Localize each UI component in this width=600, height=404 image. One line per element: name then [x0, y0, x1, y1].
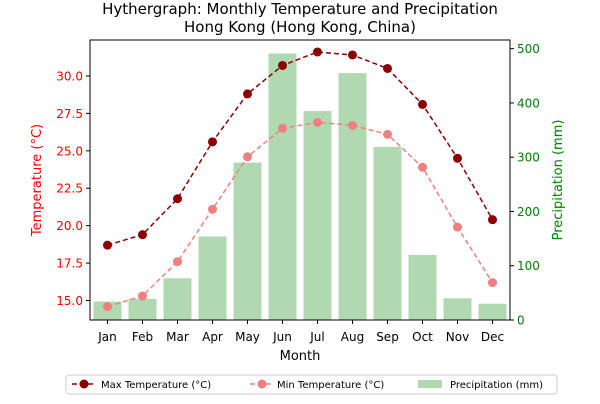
precip-tick-label: 100 — [517, 259, 540, 273]
month-tick-label-feb: Feb — [132, 330, 153, 344]
max-temp-point-aug — [348, 50, 357, 60]
precip-bar-nov — [443, 298, 472, 320]
min-temp-point-jun — [278, 123, 287, 133]
temp-tick-label: 27.5 — [56, 107, 83, 121]
x-axis-label: Month — [280, 349, 321, 364]
temperature-lines — [103, 47, 497, 312]
temp-tick-label: 15.0 — [56, 294, 83, 308]
max-temp-point-apr — [208, 137, 217, 147]
min-temp-line — [107, 121, 494, 308]
max-temp-point-mar — [173, 194, 182, 204]
legend-min-marker-icon — [257, 379, 267, 389]
precipitation-bars — [93, 53, 507, 321]
precipitation-axis: 0 100 200 300 400 500 — [510, 42, 540, 328]
min-temp-point-mar — [173, 257, 182, 267]
precip-bar-dec — [478, 303, 507, 320]
month-tick-label-mar: Mar — [166, 330, 189, 344]
min-temp-point-dec — [488, 278, 497, 288]
min-temp-point-sep — [383, 129, 392, 139]
min-temp-point-oct — [418, 162, 427, 172]
month-tick-label-dec: Dec — [481, 330, 504, 344]
plot-frame — [89, 39, 511, 321]
legend-max-marker-icon — [79, 379, 89, 389]
min-temp-point-nov — [453, 222, 462, 232]
y-axis-label-right: Precipitation (mm) — [551, 120, 566, 241]
precip-bar-aug — [338, 73, 367, 321]
max-temp-point-sep — [383, 63, 392, 73]
temp-tick-label: 22.5 — [56, 182, 83, 196]
legend-max-label: Max Temperature (°C) — [101, 380, 211, 391]
precip-bar-apr — [198, 236, 227, 320]
month-tick-label-apr: Apr — [202, 330, 223, 344]
precip-tick-label: 200 — [517, 205, 540, 219]
temp-tick-label: 25.0 — [56, 144, 83, 158]
min-temp-point-jan — [103, 302, 112, 312]
legend-precip-label: Precipitation (mm) — [450, 380, 543, 391]
precip-bar-mar — [163, 278, 192, 320]
precip-tick-label: 400 — [517, 96, 540, 110]
month-tick-label-sep: Sep — [376, 330, 399, 344]
month-tick-label-oct: Oct — [412, 330, 433, 344]
month-tick-label-nov: Nov — [446, 330, 469, 344]
month-tick-label-aug: Aug — [341, 330, 364, 344]
temperature-axis: 15.0 17.5 20.0 22.5 25.0 27.5 30.0 — [56, 69, 90, 308]
max-temp-point-may — [243, 89, 252, 99]
min-temp-point-apr — [208, 204, 217, 214]
max-temp-point-nov — [453, 153, 462, 163]
precip-bar-jun — [268, 53, 297, 321]
chart-title-line2: Hong Kong (Hong Kong, China) — [184, 18, 416, 36]
temp-tick-label: 20.0 — [56, 219, 83, 233]
month-tick-label-jul: Jul — [309, 330, 324, 344]
min-temp-point-feb — [138, 291, 147, 301]
month-tick-label-jun: Jun — [272, 330, 292, 344]
precip-bar-jul — [303, 111, 332, 321]
legend: Max Temperature (°C) Min Temperature (°C… — [65, 374, 558, 395]
temp-tick-label: 30.0 — [56, 69, 83, 83]
legend-box — [65, 374, 558, 395]
min-temp-point-jul — [313, 117, 322, 127]
precip-tick-label: 0 — [517, 314, 525, 328]
precip-tick-label: 500 — [517, 42, 540, 56]
precip-bar-may — [233, 162, 262, 320]
min-temp-point-aug — [348, 120, 357, 130]
month-tick-label-jan: Jan — [97, 330, 117, 344]
max-temp-point-dec — [488, 215, 497, 225]
precip-bar-oct — [408, 254, 437, 320]
temp-tick-label: 17.5 — [56, 257, 83, 271]
max-temp-point-oct — [418, 99, 427, 109]
max-temp-point-jul — [313, 47, 322, 57]
month-axis: Jan Feb Mar Apr May Jun Jul Aug Sep Oct Nov Dec — [97, 320, 504, 344]
min-temp-point-may — [243, 152, 252, 162]
precip-bar-feb — [128, 298, 157, 320]
max-temp-point-jun — [278, 60, 287, 70]
precip-tick-label: 300 — [517, 151, 540, 165]
y-axis-label-left: Temperature (°C) — [30, 124, 45, 237]
month-tick-label-may: May — [235, 330, 260, 344]
chart-title-line1: Hythergraph: Monthly Temperature and Pre… — [102, 0, 498, 18]
max-temp-point-feb — [138, 230, 147, 240]
max-temp-point-jan — [103, 240, 112, 250]
legend-precip-swatch-icon — [418, 380, 442, 388]
max-temp-line — [107, 51, 494, 246]
precip-bar-sep — [373, 146, 402, 320]
legend-min-label: Min Temperature (°C) — [277, 380, 384, 391]
